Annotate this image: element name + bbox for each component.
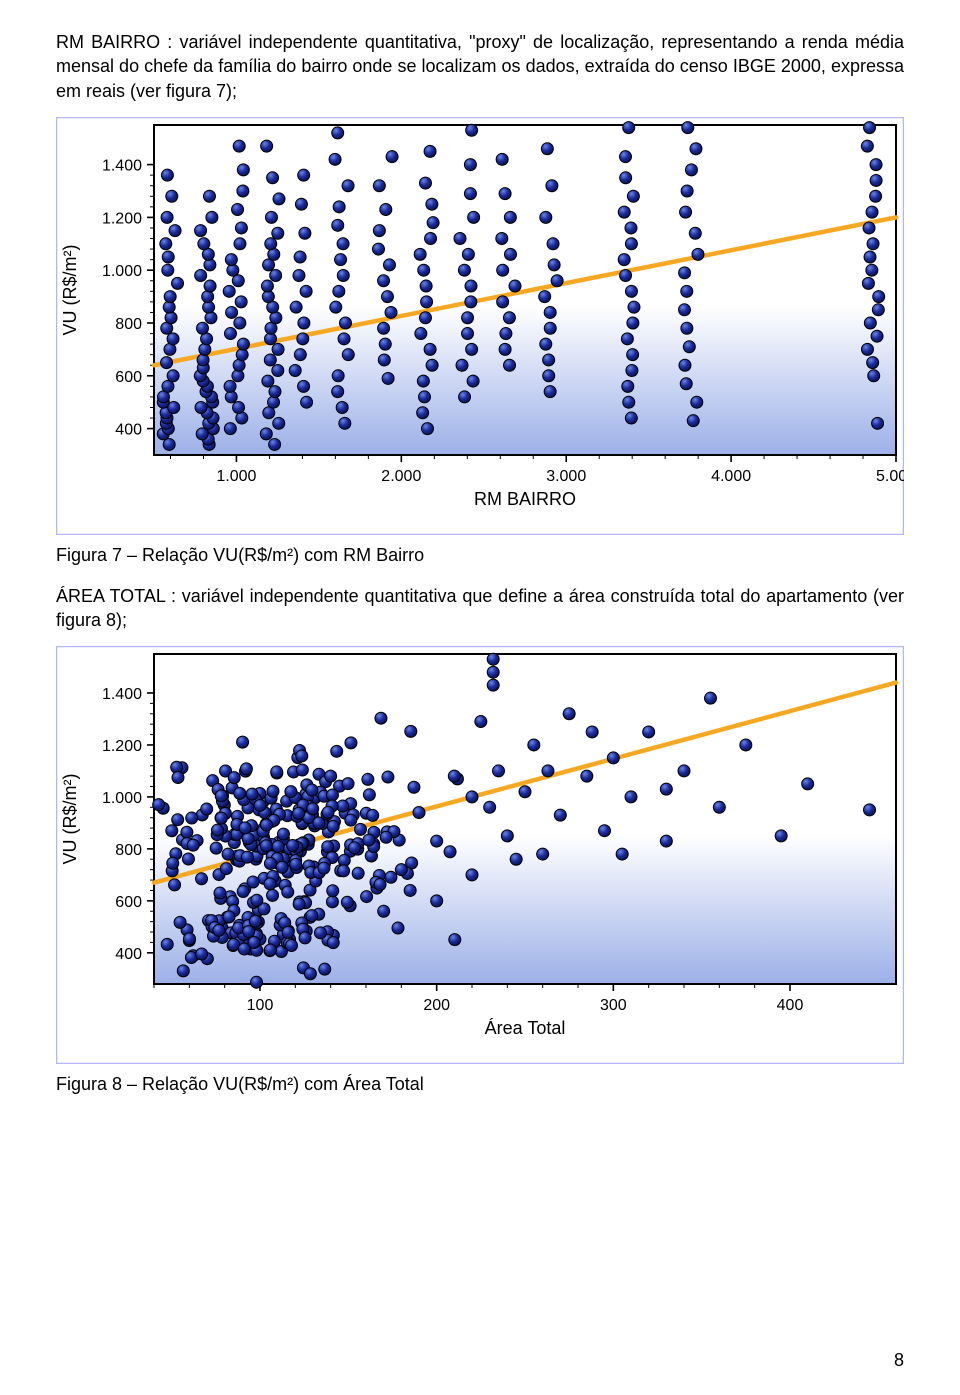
svg-text:VU (R$/m²): VU (R$/m²): [60, 244, 80, 335]
svg-text:100: 100: [247, 997, 274, 1014]
figure-8-caption: Figura 8 – Relação VU(R$/m²) com Área To…: [56, 1074, 904, 1095]
svg-text:1.400: 1.400: [102, 157, 142, 174]
chart-area-total: 400 600 800 1.000 1.200 1.400 100 200 300 400 VU (…: [56, 646, 904, 1064]
svg-text:1.000: 1.000: [102, 790, 142, 807]
svg-text:600: 600: [115, 894, 142, 911]
svg-text:4.000: 4.000: [711, 468, 751, 485]
svg-text:800: 800: [115, 316, 142, 333]
figure-7-caption: Figura 7 – Relação VU(R$/m²) com RM Bair…: [56, 545, 904, 566]
svg-text:1.200: 1.200: [102, 210, 142, 227]
svg-text:RM BAIRRO: RM BAIRRO: [474, 489, 576, 509]
svg-text:5.000: 5.000: [876, 468, 904, 485]
svg-text:800: 800: [115, 842, 142, 859]
svg-text:400: 400: [777, 997, 804, 1014]
svg-text:600: 600: [115, 369, 142, 386]
paragraph-rm-bairro: RM BAIRRO : variável independente quanti…: [56, 30, 904, 103]
svg-text:400: 400: [115, 421, 142, 438]
svg-text:300: 300: [600, 997, 627, 1014]
svg-text:1.000: 1.000: [216, 468, 256, 485]
svg-text:1.400: 1.400: [102, 686, 142, 703]
chart-rm-bairro: 400 600 800 1.000 1.200 1.400 1.000 2.000 3.000 4…: [56, 117, 904, 535]
svg-text:Área Total: Área Total: [485, 1018, 566, 1038]
svg-text:2.000: 2.000: [381, 468, 421, 485]
svg-text:400: 400: [115, 946, 142, 963]
svg-text:1.000: 1.000: [102, 263, 142, 280]
paragraph-area-total: ÁREA TOTAL : variável independente quant…: [56, 584, 904, 633]
svg-text:200: 200: [423, 997, 450, 1014]
page-number: 8: [894, 1350, 904, 1371]
svg-text:3.000: 3.000: [546, 468, 586, 485]
svg-text:1.200: 1.200: [102, 738, 142, 755]
svg-text:VU (R$/m²): VU (R$/m²): [60, 774, 80, 865]
